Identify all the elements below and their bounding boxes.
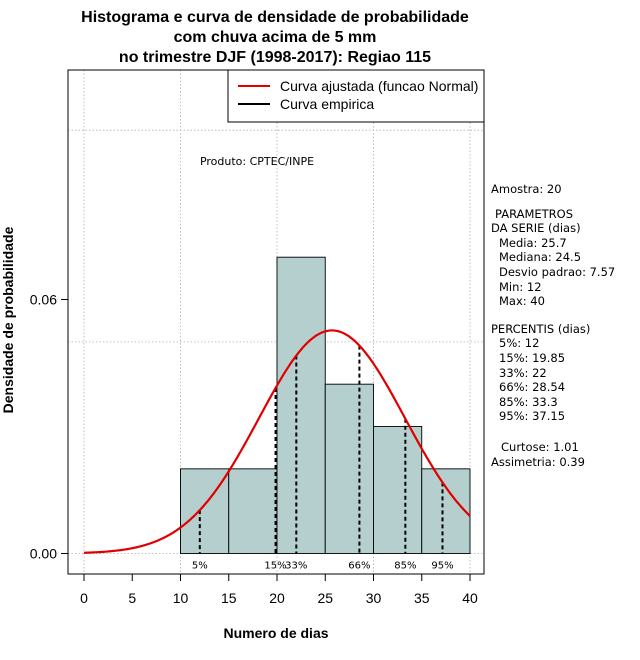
histogram-bar-2 [228, 468, 278, 554]
x-tick-label: 35 [414, 590, 430, 606]
credit-label: Produto: CPTEC/INPE [200, 155, 314, 168]
stat-p15: 15%: 19.85 [499, 350, 566, 365]
stat-p85: 85%: 33.3 [499, 394, 558, 409]
stat-percentis-title: PERCENTIS (dias) [491, 321, 591, 336]
stat-mediana: Mediana: 24.5 [499, 250, 582, 265]
stat-media: Media: 25.7 [499, 235, 567, 250]
x-tick-label: 15 [221, 590, 237, 606]
chart-title-line-1: Histograma e curva de densidade de proba… [81, 9, 469, 26]
chart-title-line-3: no trimestre DJF (1998-2017): Regiao 115 [119, 49, 431, 66]
percentile-label-5: 85% [394, 561, 416, 572]
y-tick-label: 0.00 [30, 546, 57, 562]
x-tick-label: 5 [128, 590, 136, 606]
x-tick-label: 25 [317, 590, 333, 606]
bars-layer [180, 256, 471, 554]
stat-p5: 5%: 12 [499, 336, 540, 351]
y-axis-title: Densidade de probabilidade [0, 226, 16, 413]
stat-desvio: Desvio padrao: 7.57 [499, 264, 616, 279]
stat-p66: 66%: 28.54 [499, 380, 566, 395]
percentile-label-6: 95% [431, 561, 453, 572]
normal-fit-curve [83, 329, 471, 554]
curve-layer [83, 329, 471, 554]
percentile-layer: 5% 15%33% 66% 85% 95% [192, 345, 454, 572]
y-tick-label: 0.06 [30, 292, 57, 308]
histogram-bar-6 [421, 468, 471, 554]
percentile-label-4: 66% [348, 561, 370, 572]
x-tick-label: 40 [462, 590, 478, 606]
legend-box [227, 69, 485, 123]
stat-p33: 33%: 22 [499, 365, 547, 380]
histogram-bar-5 [373, 426, 423, 554]
stat-curtose: Curtose: 1.01 [501, 439, 579, 454]
stats-panel: Amostra: 20 PARAMETROS DA SERIE (dias) M… [491, 182, 639, 469]
stat-params-title-2: DA SERIE (dias) [491, 221, 581, 236]
stat-amostra: Amostra: 20 [491, 182, 562, 196]
percentile-label-1: 5% [192, 561, 208, 572]
histogram-bar-4 [324, 383, 374, 554]
x-tick-label: 10 [173, 590, 189, 606]
legend-label-normal: Curva ajustada (funcao Normal) [280, 78, 478, 94]
legend: Curva ajustada (funcao Normal) Curva emp… [227, 69, 485, 123]
stat-min: Min: 12 [499, 279, 542, 294]
x-tick-label: 20 [269, 590, 285, 606]
x-axis-title: Numero de dias [223, 625, 328, 641]
histogram-bar-3 [276, 256, 326, 554]
stat-assimetria: Assimetria: 0.39 [491, 454, 585, 469]
x-tick-label: 30 [366, 590, 382, 606]
percentile-label-2: 15% [264, 561, 286, 572]
axes-layer: 0 5 10 15 20 25 30 35 40 0.00 0.06 [30, 292, 478, 606]
stat-p95: 95%: 37.15 [499, 409, 566, 424]
legend-label-empirical: Curva empirica [280, 96, 374, 112]
stat-params-title-1: PARAMETROS [495, 206, 574, 221]
x-tick-label: 0 [80, 590, 88, 606]
percentile-label-3: 33% [285, 561, 307, 572]
stat-max: Max: 40 [499, 294, 545, 309]
chart-title-line-2: com chuva acima de 5 mm [174, 29, 377, 46]
